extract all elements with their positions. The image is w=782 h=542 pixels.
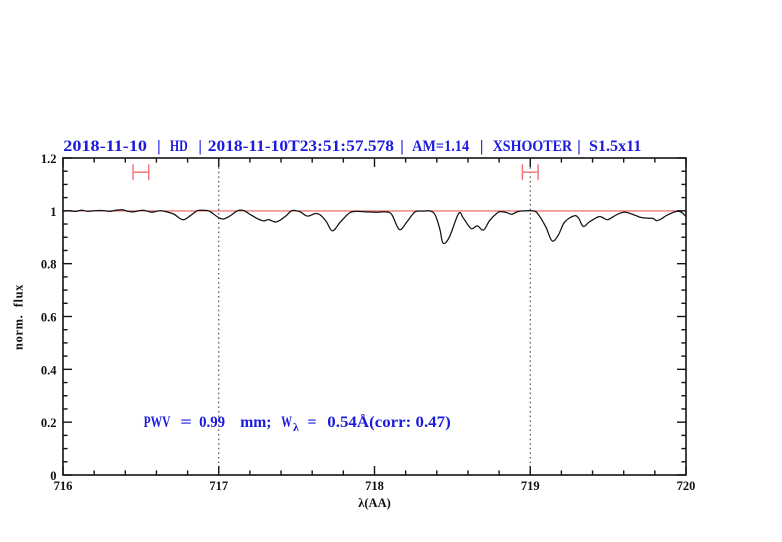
svg-text:0: 0: [50, 469, 56, 483]
svg-text:mm;: mm;: [240, 414, 271, 431]
svg-text:0.8: 0.8: [41, 258, 57, 272]
svg-text:2018-11-10T23:51:57.578: 2018-11-10T23:51:57.578: [208, 138, 394, 155]
svg-text:HD: HD: [170, 138, 188, 155]
svg-text:|: |: [198, 138, 202, 155]
svg-text:|: |: [400, 138, 404, 155]
svg-text:1: 1: [50, 205, 56, 219]
svg-text:PWV: PWV: [144, 414, 171, 431]
svg-text:|: |: [157, 138, 161, 155]
svg-text:0.54Å(corr: 0.47): 0.54Å(corr: 0.47): [327, 413, 450, 431]
svg-text:λ: λ: [293, 420, 299, 434]
svg-text:716: 716: [54, 479, 73, 493]
svg-text:0.4: 0.4: [41, 363, 57, 377]
svg-text:W: W: [281, 414, 292, 431]
svg-text:2018-11-10: 2018-11-10: [63, 138, 147, 155]
svg-text:0.2: 0.2: [41, 416, 57, 430]
svg-text:719: 719: [521, 479, 540, 493]
svg-text:|: |: [577, 138, 581, 155]
svg-text:720: 720: [677, 479, 696, 493]
svg-text:S1.5x11: S1.5x11: [589, 138, 641, 155]
svg-text:=: =: [308, 414, 317, 431]
svg-text:0.99: 0.99: [199, 414, 225, 431]
svg-text:λ(AA): λ(AA): [358, 496, 391, 510]
svg-text:AM=1.14: AM=1.14: [412, 138, 469, 155]
svg-text:XSHOOTER: XSHOOTER: [493, 138, 573, 155]
svg-text:|: |: [480, 138, 484, 155]
svg-text:norm. flux: norm. flux: [11, 284, 25, 350]
svg-text:718: 718: [365, 479, 384, 493]
svg-text:1.2: 1.2: [41, 152, 57, 166]
svg-text:717: 717: [209, 479, 228, 493]
svg-text:0.6: 0.6: [41, 311, 57, 325]
svg-text:=: =: [180, 414, 192, 431]
